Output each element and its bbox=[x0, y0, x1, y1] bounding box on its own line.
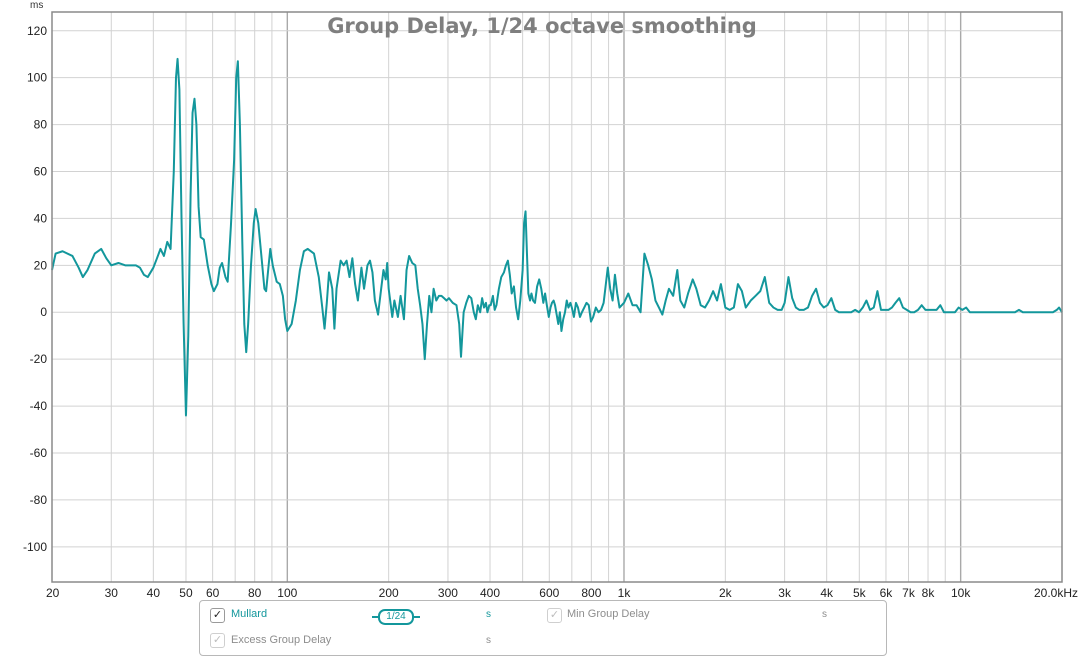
y-axis-unit: ms bbox=[30, 0, 43, 11]
x-tick-label: 800 bbox=[581, 586, 601, 600]
x-tick-label: 6k bbox=[880, 586, 894, 600]
x-tick-label: 1k bbox=[618, 586, 632, 600]
mullard-units: s bbox=[486, 609, 491, 620]
min-group-delay-units: s bbox=[822, 609, 827, 620]
legend-panel: ✓ Mullard 1/24 s ✓ Min Group Delay s ✓ E… bbox=[199, 600, 887, 656]
excess-group-delay-label: Excess Group Delay bbox=[231, 634, 332, 646]
x-tick-label: 200 bbox=[379, 586, 399, 600]
x-tick-label: 20 bbox=[46, 586, 60, 600]
y-tick-label: 0 bbox=[40, 305, 47, 319]
x-tick-label: 7k bbox=[902, 586, 916, 600]
x-tick-label: 80 bbox=[248, 586, 262, 600]
min-group-delay-checkbox[interactable]: ✓ bbox=[547, 608, 562, 623]
y-tick-label: -60 bbox=[30, 446, 48, 460]
excess-group-delay-checkbox[interactable]: ✓ bbox=[210, 633, 225, 648]
y-tick-label: 80 bbox=[34, 118, 48, 132]
y-tick-label: -20 bbox=[30, 352, 48, 366]
x-tick-label: 4k bbox=[820, 586, 834, 600]
y-tick-label: 40 bbox=[34, 211, 48, 225]
x-tick-label: 60 bbox=[206, 586, 220, 600]
x-tick-label: 30 bbox=[105, 586, 119, 600]
y-tick-label: 20 bbox=[34, 258, 48, 272]
x-tick-label: 5k bbox=[853, 586, 867, 600]
x-tick-label: 600 bbox=[539, 586, 559, 600]
x-tick-label: 2k bbox=[719, 586, 733, 600]
excess-group-delay-units: s bbox=[486, 635, 491, 646]
y-tick-label: 100 bbox=[27, 71, 47, 85]
mullard-label: Mullard bbox=[231, 608, 268, 620]
y-tick-label: -100 bbox=[23, 540, 47, 554]
y-tick-label: -80 bbox=[30, 493, 48, 507]
min-group-delay-label: Min Group Delay bbox=[567, 608, 650, 620]
plot-area bbox=[52, 12, 1062, 582]
x-tick-label: 20.0kHz bbox=[1034, 586, 1078, 600]
chart-title: Group Delay, 1/24 octave smoothing bbox=[327, 14, 757, 38]
y-tick-label: -40 bbox=[30, 399, 48, 413]
mullard-checkbox[interactable]: ✓ bbox=[210, 608, 225, 623]
x-tick-label: 400 bbox=[480, 586, 500, 600]
x-tick-label: 40 bbox=[147, 586, 161, 600]
x-tick-label: 10k bbox=[951, 586, 971, 600]
x-tick-label: 100 bbox=[277, 586, 297, 600]
x-tick-label: 300 bbox=[438, 586, 458, 600]
y-tick-label: 120 bbox=[27, 24, 47, 38]
x-tick-label: 8k bbox=[922, 586, 936, 600]
x-tick-label: 50 bbox=[179, 586, 193, 600]
x-tick-label: 3k bbox=[778, 586, 792, 600]
plot-border bbox=[51, 11, 1063, 583]
series-line-mullard bbox=[51, 57, 1063, 417]
y-tick-label: 60 bbox=[34, 165, 48, 179]
smoothing-control[interactable]: 1/24 bbox=[372, 609, 420, 625]
